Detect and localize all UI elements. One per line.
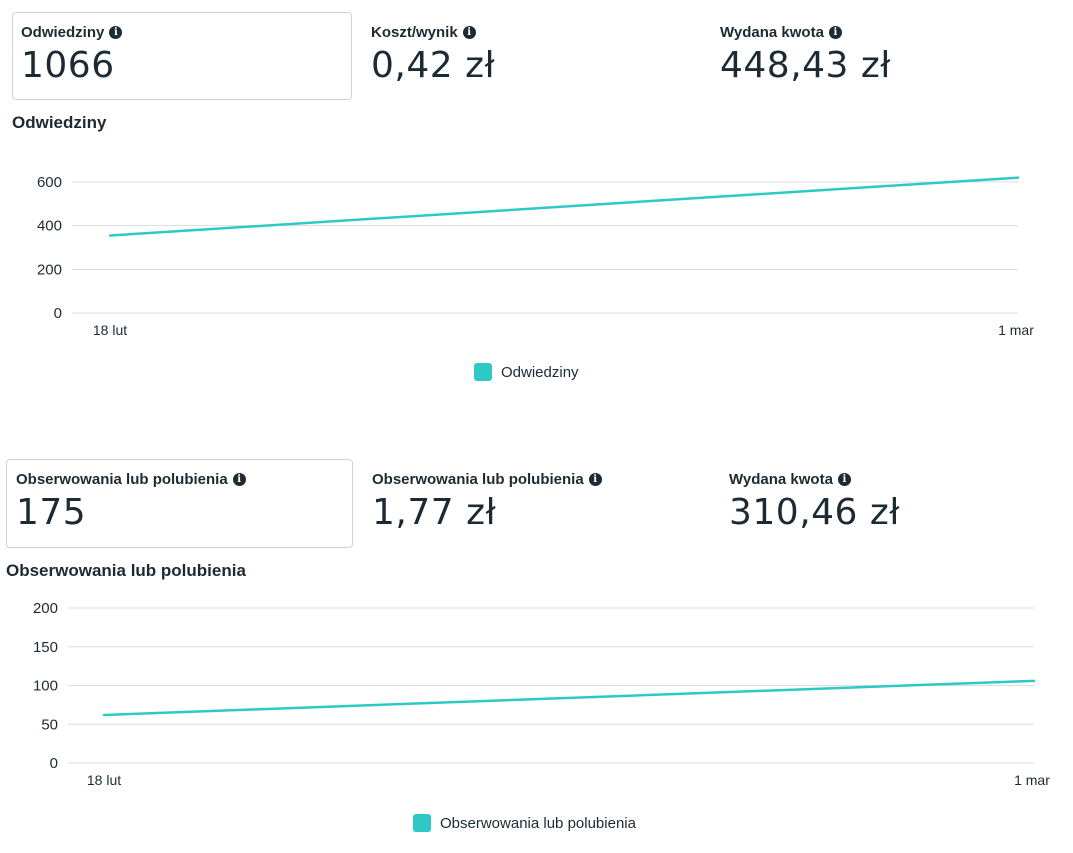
metric-cost-per-result[interactable]: Koszt/wynik i 0,42 zł: [371, 24, 495, 86]
y-tick-label: 400: [37, 218, 62, 235]
legend-swatch: [413, 814, 431, 832]
info-icon[interactable]: i: [588, 473, 602, 486]
selected-metric-card[interactable]: [12, 12, 352, 100]
metric-amount-spent[interactable]: Wydana kwota i 448,43 zł: [720, 24, 891, 86]
selected-metric-card[interactable]: [6, 459, 353, 548]
y-tick-label: 200: [37, 261, 62, 278]
metric-value: 448,43 zł: [720, 45, 892, 86]
legend-label: Odwiedziny: [501, 363, 579, 381]
x-tick-label: 18 lut: [93, 322, 127, 338]
metric-value: 1066: [21, 45, 115, 86]
y-tick-label: 50: [41, 716, 58, 733]
chart-legend[interactable]: Odwiedziny: [474, 363, 579, 381]
info-icon[interactable]: i: [232, 473, 246, 486]
legend-label: Obserwowania lub polubienia: [440, 814, 636, 832]
metric-value: 0,42 zł: [371, 45, 496, 86]
metric-label: Obserwowania lub polubienia: [372, 471, 584, 488]
y-tick-label: 200: [33, 600, 58, 617]
x-tick-label: 18 lut: [87, 772, 121, 788]
y-tick-label: 600: [37, 174, 62, 191]
metric-label: Obserwowania lub polubienia: [16, 471, 228, 488]
y-tick-label: 100: [33, 678, 58, 695]
y-tick-label: 0: [54, 305, 62, 322]
metric-label: Wydana kwota: [720, 24, 824, 41]
metric-label: Wydana kwota: [729, 471, 833, 488]
chart-title: Obserwowania lub polubienia: [6, 561, 246, 580]
series-line: [102, 679, 1036, 717]
metric-label: Koszt/wynik: [371, 24, 458, 41]
metric-value: 310,46 zł: [729, 492, 901, 533]
series-line: [108, 176, 1020, 237]
metric-amount-spent[interactable]: Wydana kwota i 310,46 zł: [729, 471, 900, 533]
info-icon[interactable]: i: [109, 26, 123, 39]
legend-swatch: [474, 363, 492, 381]
chart-legend[interactable]: Obserwowania lub polubienia: [413, 814, 636, 832]
info-icon[interactable]: i: [828, 26, 842, 39]
metric-visits: Odwiedziny i 1066: [21, 24, 123, 86]
metric-follows-likes: Obserwowania lub polubienia i 175: [16, 471, 246, 533]
chart-title: Odwiedziny: [12, 113, 107, 132]
metric-value: 1,77 zł: [372, 492, 497, 533]
metric-cost-per-follow[interactable]: Obserwowania lub polubienia i 1,77 zł: [372, 471, 602, 533]
metric-value: 175: [16, 492, 87, 533]
x-tick-label: 1 mar: [1014, 772, 1050, 788]
metric-label: Odwiedziny: [21, 24, 105, 41]
info-icon[interactable]: i: [837, 473, 851, 486]
info-icon[interactable]: i: [462, 26, 476, 39]
y-tick-label: 150: [33, 639, 58, 656]
x-tick-label: 1 mar: [998, 322, 1034, 338]
y-tick-label: 0: [50, 755, 58, 772]
